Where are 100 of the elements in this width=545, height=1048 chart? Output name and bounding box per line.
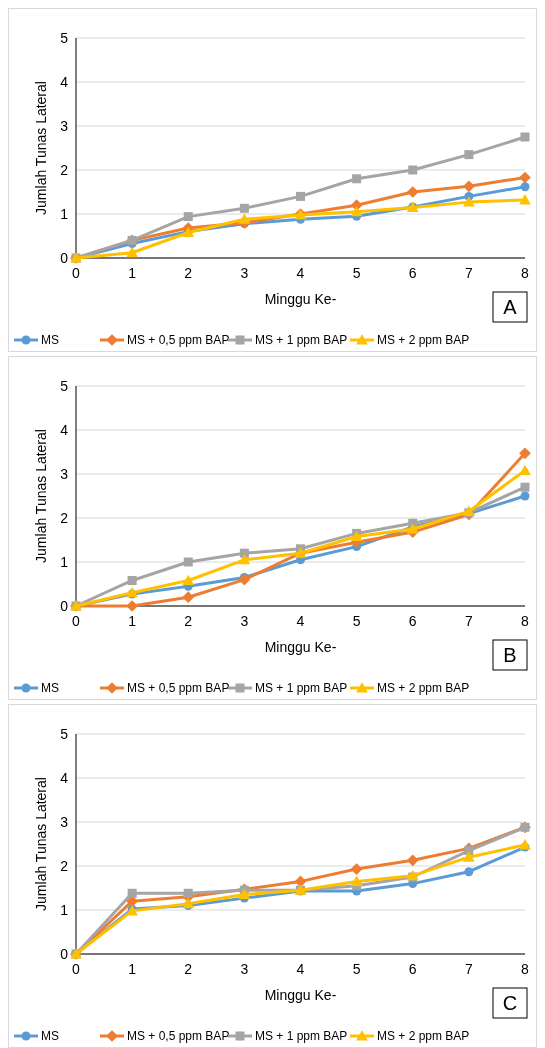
- y-tick-label: 3: [60, 117, 69, 134]
- point: [463, 196, 475, 207]
- y-tick-label: 1: [60, 553, 69, 570]
- x-tick-label: 4: [296, 613, 305, 629]
- point: [463, 851, 475, 862]
- point: [519, 171, 531, 184]
- point: [238, 553, 251, 565]
- point: [464, 867, 474, 877]
- legend-label: MS + 0,5 ppm BAP: [127, 681, 230, 696]
- y-tick-label: 4: [60, 421, 69, 438]
- legend-label: MS + 1 ppm BAP: [255, 681, 348, 696]
- x-axis-title: Minggu Ke-: [264, 987, 337, 1003]
- point: [127, 888, 137, 898]
- y-tick-label: 2: [60, 161, 69, 178]
- x-tick-label: 2: [184, 613, 193, 629]
- point: [520, 132, 530, 142]
- legend-label: MS + 2 ppm BAP: [377, 681, 470, 696]
- point: [464, 846, 474, 856]
- text: C: [502, 992, 518, 1014]
- x-tick-label: 0: [72, 961, 81, 977]
- point: [296, 191, 305, 201]
- point: [238, 888, 251, 900]
- point: [464, 150, 474, 160]
- legend-label: MS: [41, 681, 59, 696]
- legend-label: MS: [41, 1029, 59, 1044]
- x-tick-label: 7: [464, 613, 473, 629]
- y-axis-title: Jumlah Tunas Lateral: [33, 777, 49, 911]
- point: [238, 573, 251, 586]
- point: [238, 213, 251, 224]
- legend-label: MS + 0,5 ppm BAP: [127, 1029, 230, 1044]
- point: [352, 174, 362, 184]
- point: [183, 212, 193, 222]
- x-tick-label: 8: [521, 613, 530, 629]
- y-tick-label: 1: [60, 901, 69, 918]
- x-tick-label: 5: [352, 961, 361, 977]
- legend-label: MS + 2 ppm BAP: [377, 333, 470, 348]
- point: [182, 574, 195, 585]
- legend-label: MS + 1 ppm BAP: [255, 1029, 348, 1044]
- x-tick-label: 1: [128, 961, 137, 977]
- x-tick-label: 0: [72, 613, 81, 629]
- point: [350, 205, 363, 217]
- point: [519, 194, 531, 205]
- x-tick-label: 0: [72, 265, 81, 281]
- point: [406, 186, 419, 198]
- y-tick-label: 2: [60, 509, 69, 526]
- point: [239, 203, 249, 213]
- legend-label: MS + 2 ppm BAP: [377, 1029, 470, 1044]
- legend-label: MS + 1 ppm BAP: [255, 333, 348, 348]
- y-tick-label: 3: [60, 813, 69, 830]
- x-axis-title: Minggu Ke-: [264, 639, 337, 655]
- point: [520, 482, 530, 492]
- y-tick-label: 3: [60, 465, 69, 482]
- x-tick-label: 4: [296, 265, 305, 281]
- y-tick-label: 5: [60, 725, 69, 742]
- y-tick-label: 2: [60, 857, 69, 874]
- y-tick-label: 5: [60, 377, 69, 394]
- x-axis-title: Minggu Ke-: [264, 291, 337, 307]
- text: A: [503, 296, 518, 318]
- text: B: [503, 644, 517, 666]
- point: [408, 165, 418, 175]
- x-tick-label: 3: [240, 265, 249, 281]
- x-tick-label: 2: [184, 961, 193, 977]
- x-tick-label: 5: [352, 265, 361, 281]
- x-tick-label: 1: [128, 613, 137, 629]
- y-axis-title: Jumlah Tunas Lateral: [33, 429, 49, 563]
- x-tick-label: 6: [408, 613, 417, 629]
- x-tick-label: 8: [521, 265, 530, 281]
- x-tick-label: 6: [408, 265, 417, 281]
- y-tick-label: 0: [60, 249, 69, 266]
- point: [520, 491, 530, 501]
- point: [183, 888, 193, 898]
- x-tick-label: 8: [521, 961, 530, 977]
- legend-label: MS + 0,5 ppm BAP: [127, 333, 230, 348]
- y-axis-title: Jumlah Tunas Lateral: [33, 81, 49, 215]
- point: [126, 246, 138, 258]
- x-tick-label: 3: [240, 961, 249, 977]
- x-tick-label: 4: [296, 961, 305, 977]
- x-tick-label: 5: [352, 613, 361, 629]
- y-tick-label: 0: [60, 945, 69, 962]
- y-tick-label: 4: [60, 769, 69, 786]
- point: [182, 897, 195, 909]
- x-tick-label: 7: [464, 265, 473, 281]
- point: [127, 575, 137, 585]
- x-tick-label: 2: [184, 265, 193, 281]
- x-tick-label: 3: [240, 613, 249, 629]
- y-tick-label: 5: [60, 29, 69, 46]
- legend-label: MS: [41, 333, 59, 348]
- point: [350, 863, 363, 875]
- x-tick-label: 6: [408, 961, 417, 977]
- point: [519, 447, 531, 460]
- y-tick-label: 4: [60, 73, 69, 90]
- x-tick-label: 1: [128, 265, 137, 281]
- point: [183, 557, 193, 567]
- x-tick-label: 7: [464, 961, 473, 977]
- y-tick-label: 1: [60, 205, 69, 222]
- point: [350, 875, 363, 886]
- point: [406, 854, 419, 867]
- y-tick-label: 0: [60, 597, 69, 614]
- point: [182, 591, 195, 604]
- point: [463, 180, 475, 193]
